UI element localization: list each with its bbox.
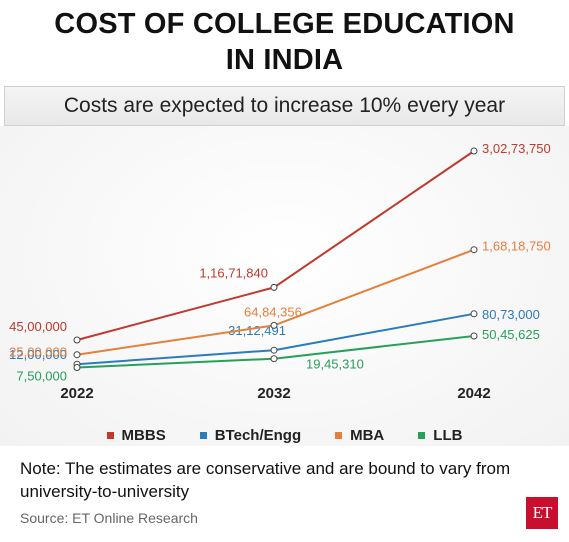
data-point-mbbs-2022 — [73, 336, 81, 344]
et-logo: ET — [526, 497, 558, 529]
data-point-btech-engg-2032 — [270, 346, 278, 354]
x-tick-label-2022: 2022 — [60, 385, 93, 402]
legend-label-mba: MBA — [350, 426, 385, 444]
legend-item-mbbs: MBBS — [106, 426, 166, 444]
data-label-mba-2042: 1,68,18,750 — [482, 239, 551, 254]
legend-label-mbbs: MBBS — [121, 426, 166, 444]
data-label-mbbs-2032: 1,16,71,840 — [199, 265, 268, 280]
data-point-mbbs-2032 — [270, 283, 278, 291]
data-label-btech-engg-2042: 80,73,000 — [482, 307, 540, 322]
subtitle-banner: Costs are expected to increase 10% every… — [4, 86, 565, 126]
data-point-mba-2022 — [73, 351, 81, 359]
data-point-mbbs-2042 — [470, 147, 478, 155]
data-label-mbbs-2042: 3,02,73,750 — [482, 141, 551, 156]
data-label-mba-2022: 25,00,000 — [9, 345, 67, 360]
legend-item-btech: BTech/Engg — [199, 426, 302, 444]
legend: MBBS BTech/Engg MBA LLB — [0, 423, 569, 447]
data-point-llb-2022 — [73, 364, 81, 371]
source-credit: Source: ET Online Research — [20, 510, 198, 526]
chart-title: COST OF COLLEGE EDUCATION IN INDIA — [0, 6, 569, 78]
data-label-llb-2042: 50,45,625 — [482, 327, 540, 342]
x-tick-label-2032: 2032 — [257, 385, 290, 402]
footnote: Note: The estimates are conservative and… — [20, 459, 511, 501]
line-chart: 45,00,000 1,16,71,840 3,02,73,750 12,00,000… — [9, 141, 551, 402]
data-label-mba-2032: 64,84,356 — [244, 304, 302, 319]
data-point-btech-engg-2042 — [470, 310, 478, 318]
data-point-llb-2032 — [270, 355, 278, 363]
data-label-llb-2022: 7,50,000 — [16, 369, 67, 384]
legend-label-llb: LLB — [433, 426, 463, 444]
legend-item-mba: MBA — [335, 427, 384, 444]
x-tick-label-2042: 2042 — [457, 385, 490, 402]
title-line-1: COST OF COLLEGE EDUCATION — [54, 8, 515, 40]
data-point-llb-2042 — [470, 332, 478, 340]
data-label-btech-engg-2022: 12,00,000 — [9, 347, 67, 362]
legend-swatch-mbbs — [106, 431, 114, 439]
legend-swatch-mba — [335, 431, 343, 439]
legend-item-llb: LLB — [418, 427, 462, 444]
subtitle-text: Costs are expected to increase 10% every… — [63, 94, 506, 117]
series-line-mba — [76, 248, 475, 356]
legend-label-btech: BTech/Engg — [214, 426, 302, 444]
legend-swatch-btech — [199, 431, 207, 439]
legend-swatch-llb — [418, 431, 426, 439]
data-label-mbbs-2022: 45,00,000 — [9, 319, 67, 334]
data-point-mba-2032 — [270, 321, 278, 329]
data-point-mba-2042 — [470, 246, 478, 254]
data-label-llb-2032: 19,45,310 — [306, 357, 364, 372]
title-line-2: IN INDIA — [225, 44, 344, 76]
plot-area: 45,00,000 1,16,71,840 3,02,73,750 12,00,000… — [0, 126, 569, 446]
